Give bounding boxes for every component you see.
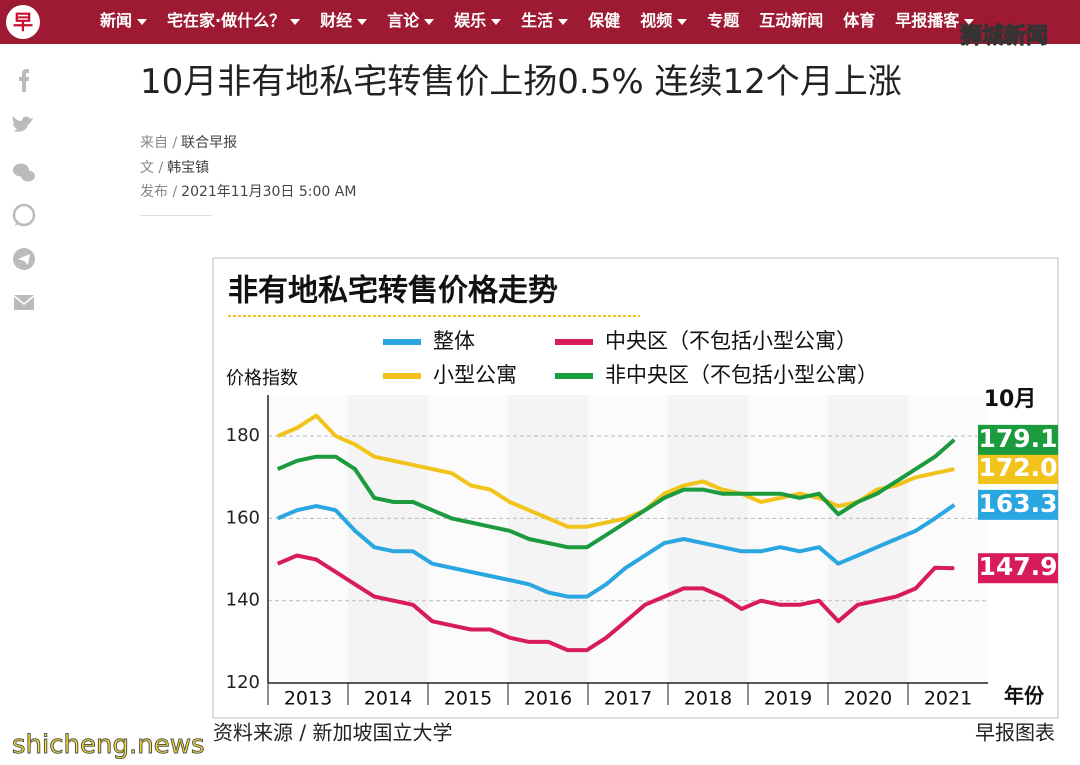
end-label-box <box>978 454 1058 485</box>
x-tick-label: 2020 <box>844 688 892 710</box>
article-title: 10月非有地私宅转售价上扬0.5% 连续12个月上涨 <box>140 62 902 102</box>
logo[interactable]: 早 <box>6 5 40 39</box>
x-tick-label: 2013 <box>284 688 332 710</box>
y-tick-label: 180 <box>226 425 260 446</box>
year-band <box>268 395 348 683</box>
nav-item[interactable]: 互动新闻 <box>759 11 824 30</box>
x-tick-label: 2021 <box>924 688 972 710</box>
x-tick-label: 2018 <box>684 688 732 710</box>
chart-title: 非有地私宅转售价格走势 <box>228 274 558 309</box>
nav-item[interactable]: 新闻 <box>100 0 147 44</box>
share-email[interactable] <box>13 295 35 310</box>
series-line <box>276 503 956 599</box>
nav-item[interactable]: 财经 <box>320 0 367 44</box>
end-label-box <box>978 553 1058 584</box>
meta-row: 发布 /2021年11月30日 5:00 AM <box>140 181 356 201</box>
meta-label: 发布 / <box>140 184 178 200</box>
meta-value: 联合早报 <box>181 135 238 151</box>
legend-label: 非中央区（不包括小型公寓） <box>605 363 878 387</box>
share-facebook[interactable] <box>19 69 29 92</box>
nav-item[interactable]: 早报播客 <box>895 0 974 44</box>
end-label: 163.3 <box>978 489 1057 518</box>
divider <box>140 215 212 216</box>
nav-item[interactable]: 体育 <box>843 11 876 30</box>
chart-credit: 早报图表 <box>975 721 1055 745</box>
share-wechat[interactable] <box>13 163 35 182</box>
watermark: shicheng.news <box>12 730 206 761</box>
nav-item[interactable]: 生活 <box>521 0 568 44</box>
y-tick-label: 120 <box>226 672 260 693</box>
year-band <box>908 395 988 683</box>
meta-value: 韩宝镇 <box>167 159 210 176</box>
year-band <box>748 395 828 683</box>
meta-row: 来自 / 联合早报 <box>140 132 237 152</box>
meta-label: 来自 / <box>140 135 178 151</box>
end-label: 172.0 <box>978 453 1057 482</box>
year-band <box>428 395 508 683</box>
x-tick-label: 2019 <box>764 688 812 710</box>
nav-bar: 早 新闻 宅在家·做什么？ 财经 言论 娱乐 生活 保健 视频 专题 互动新闻 体育 早报播客 <box>0 0 1080 44</box>
annotation: 10月 <box>984 387 1037 412</box>
end-label-box <box>978 424 1058 455</box>
end-label: 147.9 <box>978 552 1057 581</box>
nav-item[interactable]: 宅在家·做什么？ <box>167 0 300 44</box>
nav-items: 新闻 宅在家·做什么？ 财经 言论 娱乐 生活 保健 视频 专题 互动新闻 体育 早报播客 <box>100 0 994 44</box>
x-axis-label: 年份 <box>1004 684 1045 708</box>
series-line <box>276 413 955 529</box>
legend-label: 中央区（不包括小型公寓） <box>605 329 857 353</box>
share-telegram[interactable] <box>13 248 35 270</box>
legend-label: 小型公寓 <box>433 363 517 387</box>
y-tick-label: 160 <box>226 507 260 528</box>
end-label: 179.1 <box>978 424 1057 453</box>
watermark: 狮城新闻 <box>959 24 1049 50</box>
meta-row: 文 / 韩宝镇 <box>140 157 209 177</box>
meta-value: 2021年11月30日 5:00 AM <box>181 184 357 200</box>
share-whatsapp[interactable] <box>12 203 36 227</box>
x-tick-label: 2014 <box>364 688 412 710</box>
series-line <box>276 438 956 550</box>
x-tick-label: 2017 <box>604 688 652 710</box>
chart-source: 资料来源 / 新加坡国立大学 <box>213 721 452 745</box>
nav-item[interactable]: 娱乐 <box>454 0 501 44</box>
x-tick-label: 2015 <box>444 688 492 710</box>
nav-item[interactable]: 保健 <box>588 11 621 30</box>
nav-item[interactable]: 视频 <box>640 0 687 44</box>
series-line <box>276 553 955 653</box>
meta-label: 文 / <box>140 159 164 176</box>
share-bar <box>12 69 36 310</box>
share-twitter[interactable] <box>12 116 33 132</box>
y-tick-label: 140 <box>226 590 260 611</box>
x-tick-label: 2016 <box>524 688 572 710</box>
end-label-box <box>978 489 1058 520</box>
nav-item[interactable]: 言论 <box>387 0 434 44</box>
y-axis-label: 价格指数 <box>226 368 298 389</box>
legend-label: 整体 <box>433 329 475 353</box>
nav-item[interactable]: 专题 <box>707 11 740 30</box>
